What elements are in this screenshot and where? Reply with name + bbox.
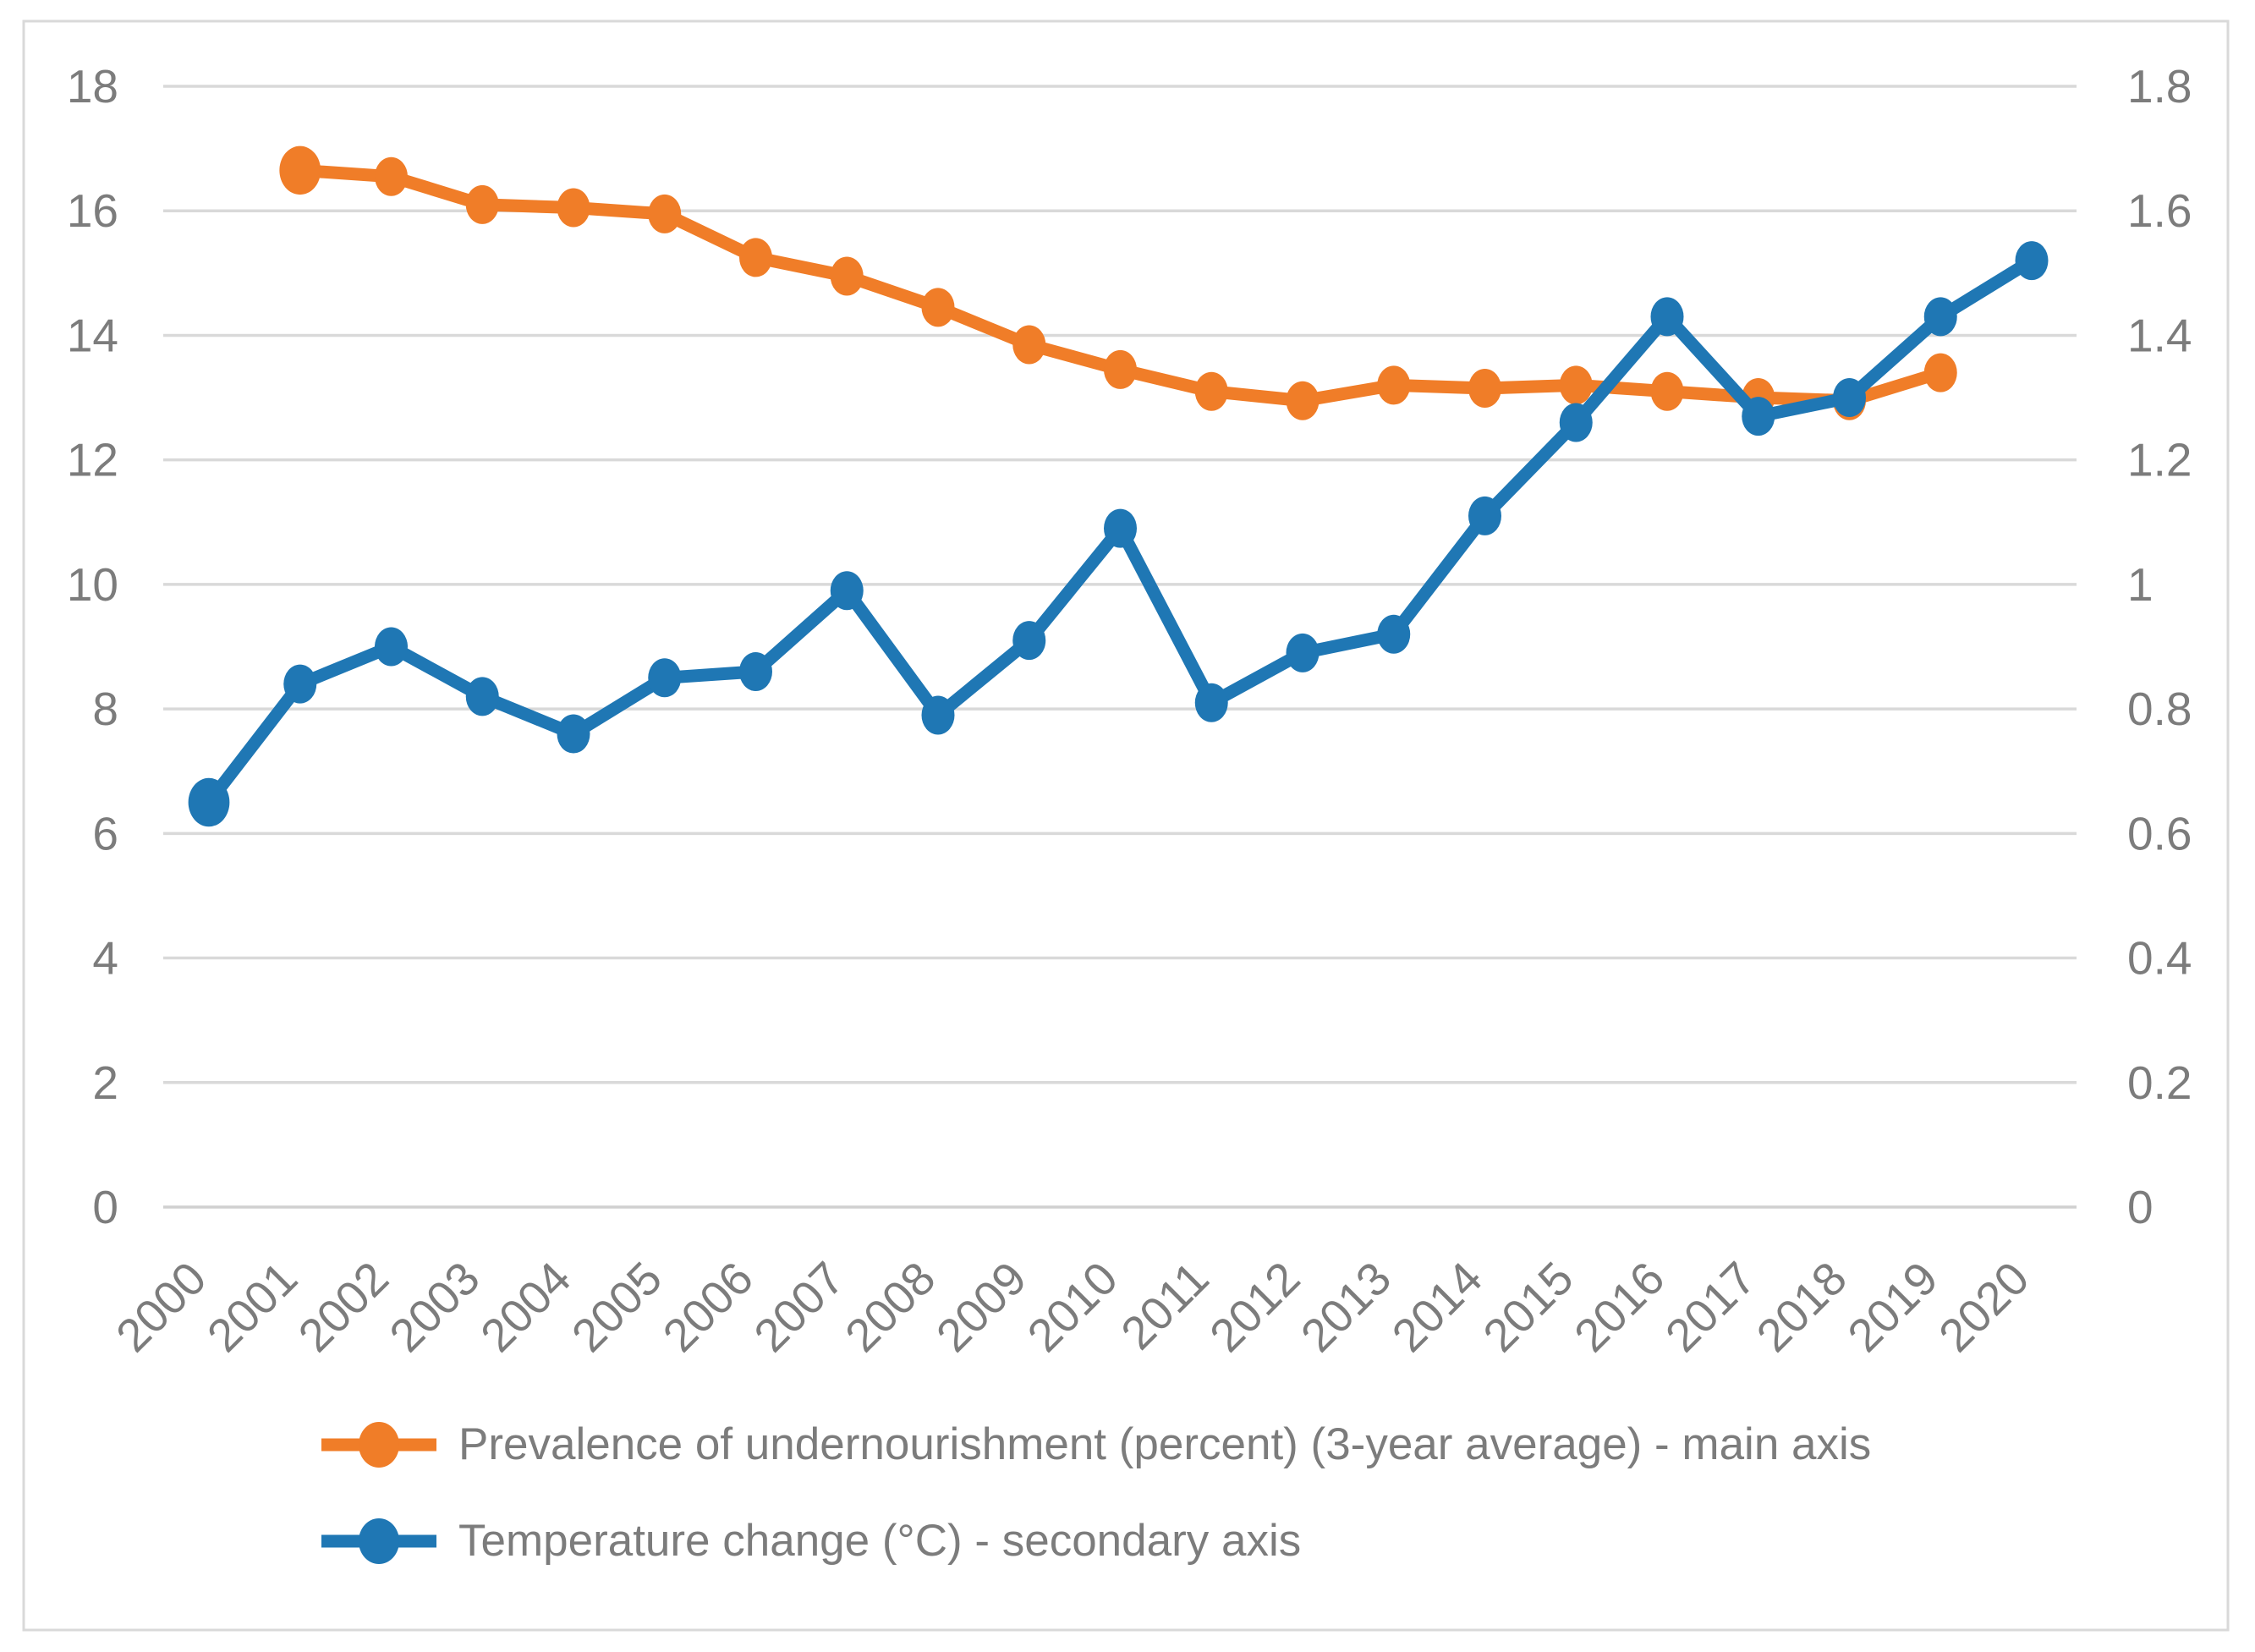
legend: Prevalence of undernourishment (percent)…: [320, 1418, 1871, 1568]
x-axis-tick-label: 2015: [1473, 1252, 1583, 1362]
data-point-marker: [648, 194, 682, 233]
y-axis-left-tick-label: 4: [92, 932, 118, 985]
data-point-marker: [1650, 371, 1684, 411]
legend-marker-orange-icon: [321, 1422, 436, 1468]
data-point-marker: [1742, 397, 1775, 436]
data-point-marker: [1468, 369, 1501, 409]
y-axis-left-tick-label: 12: [67, 434, 118, 486]
x-axis-tick-label: 2006: [653, 1252, 763, 1362]
data-point-marker: [557, 188, 590, 228]
data-point-marker: [1104, 508, 1137, 548]
data-point-marker: [921, 695, 955, 735]
data-point-marker: [1104, 349, 1137, 389]
data-point-marker: [1377, 365, 1411, 405]
data-point-marker: [739, 651, 772, 691]
x-axis-tick-label: 2003: [379, 1252, 489, 1362]
x-axis-tick-label: 2020: [1929, 1252, 2038, 1362]
y-axis-right-tick-label: 1.6: [2127, 184, 2192, 237]
data-point-marker: [921, 288, 955, 327]
x-axis-tick-label: 2000: [106, 1252, 216, 1362]
data-point-marker: [1194, 683, 1228, 722]
x-axis-tick-label: 2009: [926, 1252, 1036, 1362]
data-point-marker: [830, 256, 864, 296]
data-point-marker: [1833, 378, 1866, 418]
data-point-marker: [375, 627, 408, 667]
data-point-marker: [1194, 371, 1228, 411]
data-point-marker: [830, 571, 864, 611]
y-axis-left-tick-label: 2: [92, 1057, 118, 1109]
data-point-marker: [1286, 633, 1320, 672]
x-axis-tick-label: 2019: [1837, 1252, 1947, 1362]
x-axis-tick-label: 2012: [1199, 1252, 1309, 1362]
x-axis-tick-label: 2004: [470, 1252, 580, 1362]
x-axis-tick-label: 2016: [1564, 1252, 1674, 1362]
legend-item-undernourishment: Prevalence of undernourishment (percent)…: [320, 1418, 1871, 1472]
x-axis-tick-label: 2001: [197, 1252, 307, 1362]
legend-item-temperature: Temperature change (°C) - secondary axis: [320, 1514, 1871, 1568]
data-point-marker: [739, 238, 772, 277]
y-axis-right-tick-label: 0: [2127, 1181, 2153, 1233]
x-axis-tick-label: 2007: [743, 1252, 853, 1362]
y-axis-right-tick-label: 0.6: [2127, 807, 2192, 859]
data-point-marker: [1012, 325, 1046, 365]
x-axis-tick-label: 2014: [1382, 1252, 1492, 1362]
chart-border: [22, 19, 2230, 1632]
data-point-marker: [283, 664, 317, 704]
data-point-marker: [279, 145, 321, 195]
y-axis-left-tick-label: 10: [67, 558, 118, 611]
data-point-marker: [188, 777, 230, 827]
legend-label-temperature: Temperature change (°C) - secondary axis: [458, 1516, 1302, 1566]
data-point-marker: [557, 714, 590, 754]
y-axis-right-tick-label: 0.4: [2127, 932, 2192, 985]
data-point-marker: [1923, 353, 1957, 392]
y-axis-right-tick-label: 1: [2127, 558, 2153, 611]
y-axis-right-tick-label: 1.4: [2127, 309, 2192, 361]
legend-label-undernourishment: Prevalence of undernourishment (percent)…: [458, 1419, 1872, 1469]
y-axis-right-tick-label: 1.2: [2127, 434, 2192, 486]
x-axis-tick-label: 2013: [1291, 1252, 1401, 1362]
data-point-marker: [1650, 297, 1684, 337]
y-axis-left-tick-label: 16: [67, 184, 118, 237]
y-axis-right-tick-label: 1.8: [2127, 60, 2192, 113]
data-point-marker: [1923, 297, 1957, 337]
data-point-marker: [465, 184, 499, 224]
data-point-marker: [1559, 403, 1593, 442]
data-point-marker: [1468, 496, 1501, 535]
data-point-marker: [1286, 381, 1320, 420]
y-axis-left-tick-label: 14: [67, 309, 118, 361]
data-point-marker: [1012, 621, 1046, 661]
x-axis-tick-label: 2011: [1111, 1252, 1218, 1359]
x-axis-tick-label: 2010: [1018, 1252, 1128, 1362]
x-axis-tick-label: 2002: [288, 1252, 398, 1362]
data-point-marker: [648, 658, 682, 698]
y-axis-left-tick-label: 0: [92, 1181, 118, 1233]
data-point-marker: [1559, 365, 1593, 405]
data-point-marker: [1377, 614, 1411, 654]
y-axis-left-tick-label: 18: [67, 60, 118, 113]
x-axis-tick-label: 2018: [1747, 1252, 1857, 1362]
y-axis-left-tick-label: 6: [92, 807, 118, 859]
y-axis-left-tick-label: 8: [92, 683, 118, 735]
data-point-marker: [375, 156, 408, 196]
y-axis-right-tick-label: 0.2: [2127, 1057, 2192, 1109]
data-point-marker: [465, 677, 499, 716]
x-axis-tick-label: 2008: [835, 1252, 945, 1362]
y-axis-right-tick-label: 0.8: [2127, 683, 2192, 735]
x-axis-tick-label: 2017: [1655, 1252, 1765, 1362]
legend-marker-blue-icon: [321, 1518, 436, 1564]
data-point-marker: [2015, 241, 2049, 281]
x-axis-tick-label: 2005: [562, 1252, 672, 1362]
